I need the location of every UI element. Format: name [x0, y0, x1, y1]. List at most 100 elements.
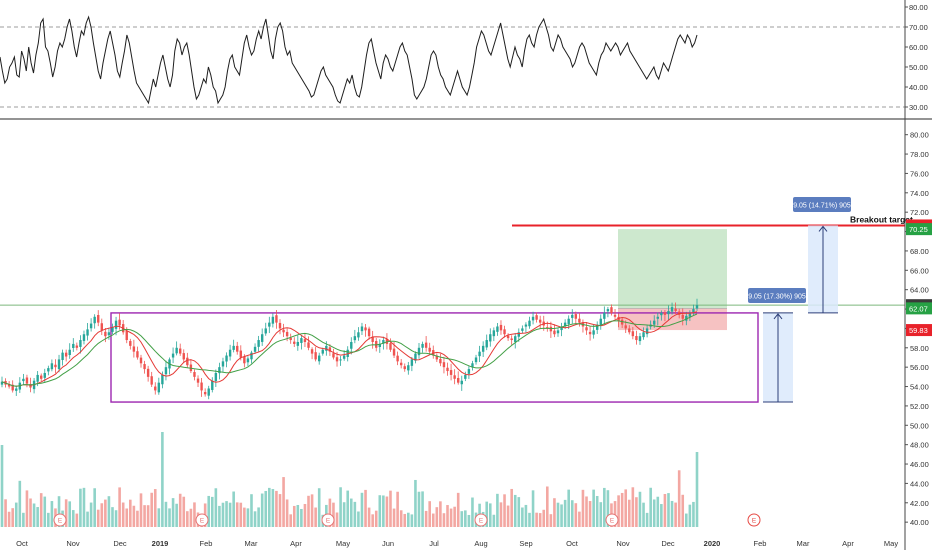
candle-body	[342, 355, 346, 359]
time-axis-label: May	[336, 539, 350, 548]
price-axis[interactable]: 80.00 70.00 60.00 50.00 40.00 30.00 80.00 78.00…	[904, 0, 932, 550]
candle-body	[104, 331, 107, 337]
volume-bar	[574, 503, 578, 527]
earnings-marker[interactable]	[53, 513, 67, 527]
earnings-marker[interactable]	[474, 513, 488, 527]
volume-bar	[175, 503, 178, 527]
volume-bar	[335, 512, 339, 527]
volume-bar	[385, 496, 389, 527]
candle-body	[15, 388, 18, 391]
volume-bar	[118, 487, 121, 527]
earnings-marker[interactable]	[195, 513, 209, 527]
volume-bar	[460, 511, 464, 527]
price-axis-label: 42.00	[910, 499, 929, 508]
candle-body	[596, 324, 599, 330]
candle-body	[75, 345, 79, 348]
volume-bar	[278, 494, 282, 527]
volume-bar	[521, 507, 524, 527]
candle-body	[474, 357, 478, 363]
volume-bar	[296, 504, 300, 527]
volume-bar	[235, 502, 239, 527]
candle-body	[624, 325, 627, 329]
volume-bar	[143, 505, 146, 527]
price-axis-label: 58.00	[910, 344, 929, 353]
candle-body	[43, 372, 46, 378]
time-axis-label: Oct	[16, 539, 29, 548]
volume-bar	[218, 505, 221, 527]
candle-body	[193, 372, 196, 377]
candle-body	[578, 318, 581, 323]
candle-body	[688, 312, 692, 317]
candle-body	[382, 340, 385, 344]
volume-bar	[228, 502, 232, 527]
volume-bar	[346, 490, 350, 527]
volume-bar	[314, 507, 317, 527]
candle-body	[364, 327, 367, 331]
price-axis-label: 68.00	[910, 247, 929, 256]
candle-body	[695, 305, 699, 309]
earnings-marker-label: E	[58, 518, 63, 525]
volume-bar	[132, 505, 136, 527]
volume-bar	[467, 514, 471, 527]
time-axis[interactable]: Oct Nov Dec 2019 Feb Mar Apr May Jun Jul Aug Sep Oct…	[16, 539, 898, 548]
measure-label: 9.05 (14.71%) 905	[793, 203, 851, 210]
measure-label-bg	[748, 288, 806, 303]
volume-bar	[364, 489, 367, 527]
time-axis-label: Nov	[616, 539, 630, 548]
candle-body	[175, 347, 178, 354]
volume-bar	[627, 499, 631, 527]
oscillator-axis-label: 60.00	[909, 43, 928, 52]
volume-bar	[392, 508, 396, 527]
candle-body	[524, 324, 528, 327]
volume-bar	[560, 504, 563, 527]
candle-body	[692, 309, 695, 313]
candle-body	[54, 364, 57, 368]
volume-bar	[660, 504, 663, 527]
volume-bar	[535, 512, 538, 527]
volume-bar	[421, 491, 424, 527]
volume-bar	[292, 505, 296, 527]
volume-bar	[0, 445, 4, 527]
volume-bar	[677, 470, 681, 527]
earnings-marker[interactable]	[321, 513, 335, 527]
volume-bar	[606, 490, 610, 527]
volume-bar	[71, 510, 75, 527]
volume-bar	[431, 513, 435, 527]
volume-bar	[367, 507, 371, 527]
candle-body	[660, 312, 663, 316]
volume-bar	[282, 477, 285, 527]
candle-body	[428, 347, 431, 352]
candle-body	[107, 332, 111, 336]
time-axis-label: Mar	[797, 539, 810, 548]
time-axis-label: Dec	[113, 539, 127, 548]
price-axis-label: 54.00	[910, 383, 929, 392]
price-axis-label: 80.00	[910, 131, 929, 140]
volume-bar	[303, 503, 307, 527]
candle-body	[567, 318, 570, 325]
volume-bar	[193, 502, 196, 527]
earnings-marker-label: E	[326, 518, 331, 525]
volume-bar	[417, 491, 421, 527]
candle-body	[211, 380, 214, 390]
candle-body	[246, 358, 250, 363]
candle-body	[139, 357, 143, 364]
candle-body	[125, 330, 128, 341]
volume-bar	[210, 496, 214, 527]
candle-body	[236, 345, 239, 352]
volume-bar	[681, 494, 685, 527]
candle-body	[143, 364, 146, 370]
earnings-marker[interactable]	[747, 513, 761, 527]
price-label-bg	[906, 223, 932, 236]
candle-body	[367, 328, 371, 337]
candle-body	[538, 319, 542, 323]
volume-bar	[57, 496, 61, 527]
volume-bar	[428, 501, 431, 527]
time-axis-label: Jul	[429, 539, 439, 548]
volume-bar	[688, 504, 692, 527]
candle-body	[514, 336, 517, 342]
time-axis-label: Dec	[661, 539, 675, 548]
volume-bar	[349, 498, 353, 527]
candle-body	[439, 358, 442, 364]
earnings-marker[interactable]	[605, 513, 619, 527]
